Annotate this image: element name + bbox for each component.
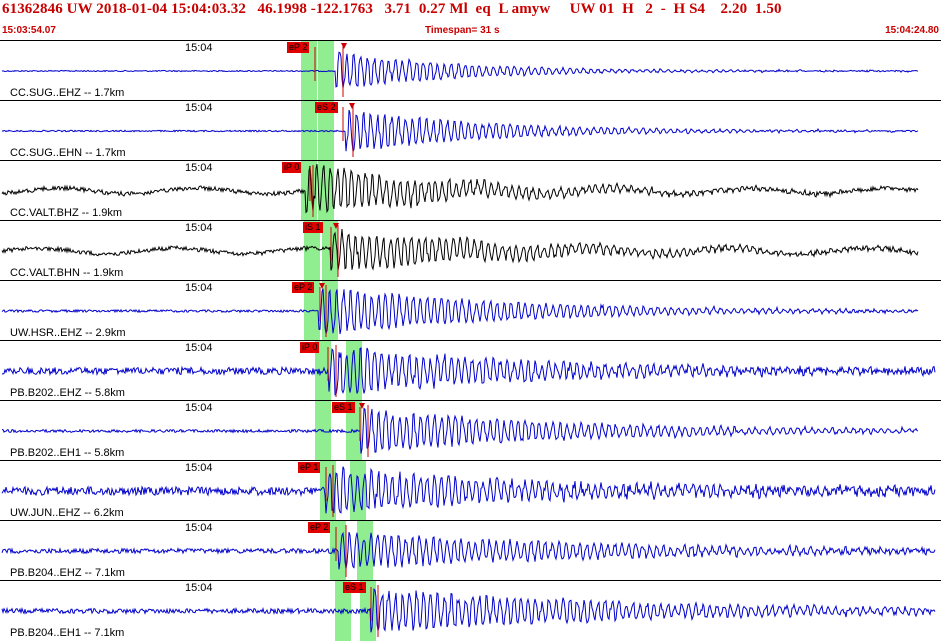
channel-label: PB.B204..EH1 -- 7.1km [10, 627, 125, 639]
waveform [1, 465, 936, 517]
channel-label: CC.SUG..EHZ -- 1.7km [10, 87, 125, 99]
waveform [1, 585, 936, 637]
channel-label: CC.SUG..EHN -- 1.7km [10, 147, 126, 159]
phase-pick-flag[interactable]: eP 1 [298, 462, 321, 473]
trace-panel[interactable]: 15:04 CC.VALT.BHZ -- 1.9km iP 0 [0, 160, 941, 221]
s-phase-pick-flag[interactable]: eS 1 [332, 402, 355, 413]
phase-pick-flag[interactable]: eP 2 [292, 282, 315, 293]
phase-pick-flag[interactable]: iP 0 [300, 342, 320, 353]
trace-panel[interactable]: 15:04 CC.VALT.BHN -- 1.9km iS 1 [0, 220, 941, 281]
waveform-trace [1, 229, 919, 271]
window-start-time: 15:03:54.07 [2, 25, 56, 36]
trace-panel[interactable]: 15:04 UW.HSR..EHZ -- 2.9km eP 2 [0, 280, 941, 341]
trace-panel[interactable]: 15:04 CC.SUG..EHZ -- 1.7km eP 2 [0, 40, 941, 101]
s-phase-pick-flag[interactable]: eS 2 [315, 102, 338, 113]
trace-panel[interactable]: 15:04 UW.JUN..EHZ -- 6.2km eP 1 [0, 460, 941, 521]
event-header: 61362846 UW 2018-01-04 15:04:03.32 46.19… [0, 0, 941, 40]
waveform-trace [1, 466, 936, 514]
trace-panel[interactable]: 15:04 PB.B204..EHZ -- 7.1km eP 2 [0, 520, 941, 581]
s-phase-window [318, 41, 334, 101]
channel-label: CC.VALT.BHZ -- 1.9km [10, 207, 123, 219]
trace-panel[interactable]: 15:04 PB.B202..EHZ -- 5.8km iP 0 [0, 340, 941, 401]
time-tick-label: 15:04 [185, 462, 213, 474]
triangle-down-icon [319, 283, 325, 289]
waveform-trace [1, 51, 919, 89]
waveform-trace [1, 288, 919, 335]
waveform [1, 43, 919, 97]
time-tick-label: 15:04 [185, 402, 213, 414]
waveform-trace [2, 407, 919, 454]
p-phase-window [304, 221, 320, 281]
seismogram-panel[interactable]: 15:04 CC.SUG..EHZ -- 1.7km eP 2 15:04 CC.SUG… [0, 40, 941, 641]
waveform [1, 223, 919, 277]
triangle-down-icon [333, 223, 339, 229]
waveform-trace [1, 531, 936, 570]
time-tick-label: 15:04 [185, 42, 213, 54]
triangle-down-icon [359, 403, 365, 409]
waveform-trace [1, 588, 936, 633]
waveform-trace [1, 347, 936, 396]
phase-pick-flag[interactable]: iP 0 [282, 162, 302, 173]
trace-panel[interactable]: 15:04 CC.SUG..EHN -- 1.7km eS 2 [0, 100, 941, 161]
time-tick-label: 15:04 [185, 162, 213, 174]
trace-panel[interactable]: 15:04 PB.B202..EH1 -- 5.8km eS 1 [0, 400, 941, 461]
channel-label: PB.B204..EHZ -- 7.1km [10, 567, 125, 579]
time-tick-label: 15:04 [185, 582, 213, 594]
phase-pick-flag[interactable]: eP 2 [308, 522, 331, 533]
p-phase-window [315, 401, 331, 461]
waveform [1, 345, 936, 397]
channel-label: PB.B202..EH1 -- 5.8km [10, 447, 125, 459]
time-tick-label: 15:04 [185, 222, 213, 234]
pick-window-overlay [315, 401, 362, 461]
waveform [1, 283, 919, 337]
trace-panel[interactable]: 15:04 PB.B204..EH1 -- 7.1km eS 1 [0, 580, 941, 641]
s-phase-window [346, 401, 362, 461]
waveform [1, 163, 919, 217]
phase-pick-flag[interactable]: iS 1 [303, 222, 323, 233]
waveform [1, 525, 936, 577]
time-tick-label: 15:04 [185, 342, 213, 354]
waveform-trace [1, 109, 919, 152]
waveform [2, 403, 919, 457]
s-phase-window [357, 521, 373, 581]
window-end-time: 15:04:24.80 [885, 25, 939, 36]
channel-label: PB.B202..EHZ -- 5.8km [10, 387, 125, 399]
waveform [1, 103, 919, 157]
channel-label: UW.HSR..EHZ -- 2.9km [10, 327, 126, 339]
triangle-down-icon [341, 43, 347, 49]
waveform-trace [1, 163, 919, 214]
channel-label: CC.VALT.BHN -- 1.9km [10, 267, 124, 279]
timespan-label: Timespan= 31 s [425, 25, 500, 36]
time-tick-label: 15:04 [185, 102, 213, 114]
channel-label: UW.JUN..EHZ -- 6.2km [10, 507, 124, 519]
event-summary: 61362846 UW 2018-01-04 15:04:03.32 46.19… [2, 1, 782, 17]
s-phase-pick-flag[interactable]: eS 1 [343, 582, 366, 593]
time-tick-label: 15:04 [185, 522, 213, 534]
time-tick-label: 15:04 [185, 282, 213, 294]
triangle-down-icon [349, 103, 355, 109]
phase-pick-flag[interactable]: eP 2 [287, 42, 310, 53]
